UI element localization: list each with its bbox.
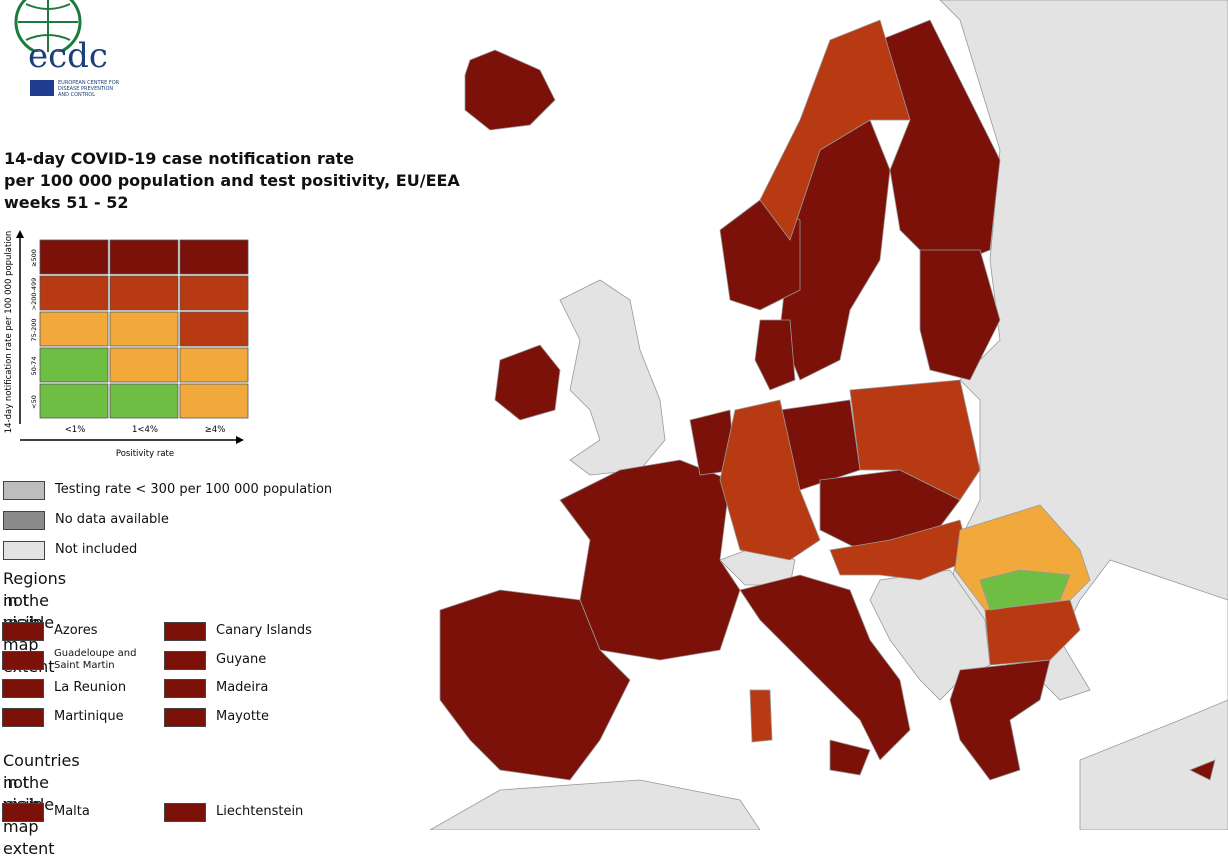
matrix-cell xyxy=(39,239,109,275)
legend-swatch xyxy=(2,679,44,698)
matrix-cell xyxy=(179,347,249,383)
legend-swatch xyxy=(3,511,45,530)
legend-label: Guyane xyxy=(216,651,267,667)
row-label: >200-499 xyxy=(30,278,38,311)
logo-subtitle-line: AND CONTROL xyxy=(58,92,96,98)
poland xyxy=(849,379,981,501)
matrix-cell xyxy=(179,311,249,347)
legend-swatch xyxy=(2,650,44,670)
logo-subtitle-line: EUROPEAN CENTRE FOR xyxy=(58,80,120,86)
matrix-cell xyxy=(39,311,109,347)
matrix-cell xyxy=(109,347,179,383)
matrix-cell xyxy=(39,347,109,383)
eu-flag xyxy=(30,80,54,96)
legend-label: Testing rate < 300 per 100 000 populatio… xyxy=(55,482,333,497)
title-line: per 100 000 population and test positivi… xyxy=(4,171,460,190)
title-line: weeks 51 - 52 xyxy=(4,193,129,212)
logo-subtitle-line: DISEASE PREVENTION xyxy=(58,86,114,92)
logo-text: ecdc xyxy=(28,36,108,76)
matrix: 14-day notification rate per 100 000 pop… xyxy=(4,230,249,459)
iberia xyxy=(439,589,631,781)
balkans xyxy=(869,569,991,701)
greece xyxy=(949,659,1051,781)
logo-globe xyxy=(14,0,82,52)
row-label: ≥500 xyxy=(30,249,38,267)
matrix-cell xyxy=(109,311,179,347)
germany xyxy=(719,399,821,561)
legend-label: Madeira xyxy=(216,680,269,695)
legend-swatch xyxy=(3,481,45,500)
map xyxy=(429,0,1228,830)
sardinia xyxy=(749,689,773,743)
legend-label: Malta xyxy=(54,804,90,819)
legend-swatch xyxy=(164,679,206,698)
matrix-cell xyxy=(179,383,249,419)
romania-south xyxy=(979,569,1071,611)
legend-label: Liechtenstein xyxy=(216,804,304,819)
x-arrow xyxy=(236,436,244,444)
column-label: <1% xyxy=(65,425,86,435)
france xyxy=(559,459,741,661)
sicily xyxy=(829,739,871,776)
legend-swatch xyxy=(164,622,206,641)
cyprus xyxy=(1189,759,1216,781)
legend-swatch xyxy=(3,541,45,560)
africa xyxy=(429,779,761,830)
legend-label: La Reunion xyxy=(54,680,127,695)
column-label: 1<4% xyxy=(132,425,158,435)
y-axis-label: 14-day notification rate per 100 000 pop… xyxy=(4,231,14,434)
legend-label: Mayotte xyxy=(216,708,270,724)
matrix-cell xyxy=(179,275,249,311)
legend-swatch xyxy=(164,650,206,670)
legend-swatch xyxy=(164,707,206,727)
legend-swatch xyxy=(164,803,206,822)
legend-swatch xyxy=(2,622,44,641)
italy xyxy=(739,574,911,761)
column-label: ≥4% xyxy=(205,425,226,435)
legend-label: Guadeloupe and Saint Martin xyxy=(54,647,137,671)
x-axis-label: Positivity rate xyxy=(116,449,174,459)
denmark xyxy=(754,319,796,391)
iceland xyxy=(464,49,556,131)
matrix-cell xyxy=(39,383,109,419)
title: 14-day COVID-19 case notification rate pe… xyxy=(4,148,460,214)
matrix-cell xyxy=(39,275,109,311)
row-label: <50 xyxy=(30,395,38,409)
legend-label: No data available xyxy=(55,512,169,527)
matrix-cell xyxy=(109,275,179,311)
uk xyxy=(559,279,666,476)
row-label: 75-200 xyxy=(30,318,38,341)
legend-label: Azores xyxy=(54,623,98,638)
legend-swatch xyxy=(2,803,44,822)
y-arrow xyxy=(16,230,24,238)
legend-swatch xyxy=(2,707,44,727)
matrix-cell xyxy=(109,383,179,419)
legend-label: Not included xyxy=(55,542,138,557)
matrix-cell xyxy=(179,239,249,275)
map-shapes xyxy=(429,0,1228,830)
norway xyxy=(759,19,911,241)
baltics xyxy=(919,249,1001,381)
row-label: 50-74 xyxy=(30,357,38,376)
logo-subtitle: EUROPEAN CENTRE FOR DISEASE PREVENTION AND… xyxy=(58,80,119,98)
hungary-region xyxy=(829,519,971,581)
ireland xyxy=(494,344,561,421)
title-line: 14-day COVID-19 case notification rate xyxy=(4,149,355,168)
legend-label: Martinique xyxy=(54,708,124,724)
legend-label: Canary Islands xyxy=(216,623,312,638)
matrix-cell xyxy=(109,239,179,275)
